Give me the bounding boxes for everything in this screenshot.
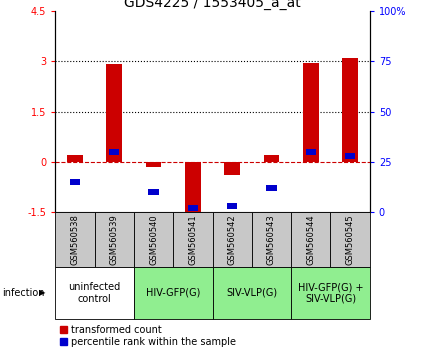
Bar bbox=[266, 185, 277, 191]
Text: GSM560545: GSM560545 bbox=[346, 215, 354, 265]
Bar bbox=[148, 189, 159, 195]
Text: GSM560544: GSM560544 bbox=[306, 215, 315, 265]
Bar bbox=[134, 212, 173, 267]
Bar bbox=[342, 58, 358, 162]
Legend: transformed count, percentile rank within the sample: transformed count, percentile rank withi… bbox=[60, 325, 236, 347]
Bar bbox=[264, 155, 279, 162]
Bar bbox=[224, 162, 240, 176]
Text: GSM560539: GSM560539 bbox=[110, 215, 119, 265]
Text: ▶: ▶ bbox=[39, 289, 45, 297]
Bar bbox=[212, 212, 252, 267]
Bar bbox=[303, 63, 319, 162]
Text: HIV-GFP(G): HIV-GFP(G) bbox=[146, 288, 200, 298]
Text: GSM560538: GSM560538 bbox=[71, 215, 79, 265]
Bar bbox=[55, 267, 134, 319]
Text: GSM560540: GSM560540 bbox=[149, 215, 158, 265]
Bar bbox=[55, 212, 94, 267]
Title: GDS4225 / 1553405_a_at: GDS4225 / 1553405_a_at bbox=[124, 0, 301, 10]
Bar bbox=[70, 179, 80, 185]
Bar bbox=[331, 212, 370, 267]
Bar bbox=[109, 149, 119, 155]
Text: uninfected
control: uninfected control bbox=[68, 282, 121, 304]
Bar bbox=[188, 205, 198, 211]
Bar bbox=[306, 149, 316, 155]
Text: SIV-VLP(G): SIV-VLP(G) bbox=[226, 288, 278, 298]
Bar bbox=[252, 212, 291, 267]
Bar bbox=[67, 155, 83, 162]
Bar bbox=[173, 212, 212, 267]
Text: infection: infection bbox=[2, 288, 45, 298]
Text: GSM560542: GSM560542 bbox=[228, 215, 237, 265]
Text: GSM560543: GSM560543 bbox=[267, 215, 276, 265]
Bar bbox=[106, 64, 122, 162]
Bar bbox=[146, 162, 162, 167]
Bar bbox=[291, 267, 370, 319]
Bar bbox=[227, 203, 237, 209]
Text: GSM560541: GSM560541 bbox=[188, 215, 197, 265]
Bar bbox=[345, 153, 355, 159]
Bar bbox=[291, 212, 331, 267]
Bar bbox=[185, 162, 201, 212]
Text: HIV-GFP(G) +
SIV-VLP(G): HIV-GFP(G) + SIV-VLP(G) bbox=[298, 282, 363, 304]
Bar bbox=[212, 267, 291, 319]
Bar bbox=[134, 267, 212, 319]
Bar bbox=[94, 212, 134, 267]
